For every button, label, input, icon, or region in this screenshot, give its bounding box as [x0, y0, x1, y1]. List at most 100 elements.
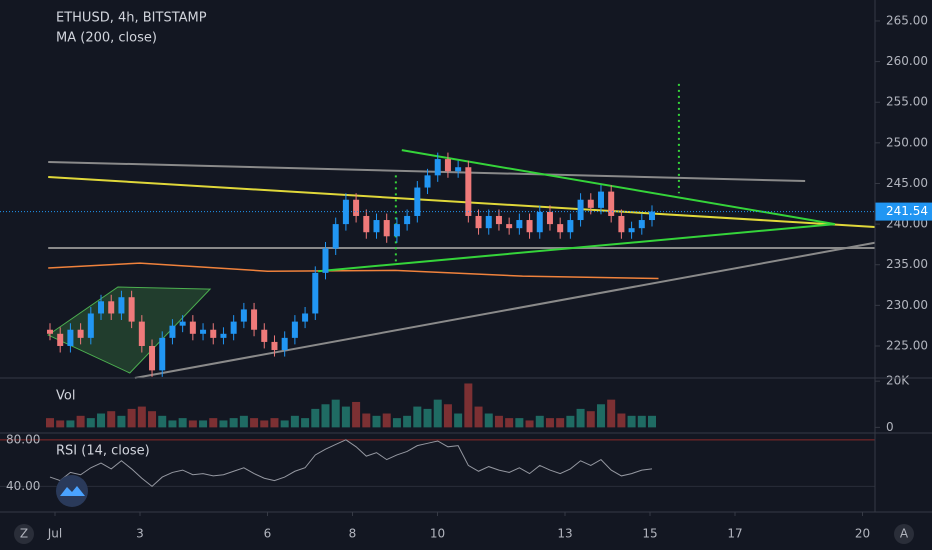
candle-body	[128, 297, 135, 322]
y-tick-label: 245.00	[886, 176, 928, 190]
candle-body	[332, 224, 339, 249]
candle-body	[261, 329, 268, 342]
x-tick-label: 13	[557, 527, 572, 541]
volume-bar	[556, 418, 565, 428]
x-tick-label: 6	[264, 527, 272, 541]
candle-body	[67, 329, 74, 346]
candle-body	[444, 159, 451, 172]
candle-body	[312, 272, 319, 314]
candle-body	[159, 337, 166, 371]
candle-body	[434, 159, 441, 176]
volume-bar	[117, 415, 126, 428]
volume-bar	[423, 408, 432, 428]
volume-bar	[250, 418, 259, 428]
rsi-label: RSI (14, close)	[56, 444, 150, 459]
y-tick-label: 255.00	[886, 95, 928, 109]
candle-body	[516, 220, 523, 229]
logo[interactable]	[56, 475, 88, 507]
chart-title: ETHUSD, 4h, BITSTAMP	[56, 11, 207, 26]
x-tick-label: 20	[855, 527, 870, 541]
candle-body	[424, 175, 431, 188]
volume-bar	[76, 415, 85, 428]
volume-bar	[46, 418, 54, 428]
volume-bar	[178, 418, 187, 428]
candle-body	[240, 309, 247, 322]
volume-bar	[311, 408, 320, 428]
volume-label: Vol	[56, 389, 75, 404]
trend-line	[317, 223, 835, 273]
candle-body	[546, 211, 553, 225]
volume-bar	[158, 415, 167, 428]
candle-body	[220, 333, 227, 338]
volume-bar	[372, 415, 381, 428]
volume-bar	[545, 418, 554, 428]
rsi-line	[49, 439, 653, 488]
y-tick-label: 0	[886, 420, 894, 434]
volume-bar	[86, 418, 95, 428]
x-tick-label: Jul	[47, 527, 62, 541]
volume-bar	[617, 413, 626, 428]
volume-bar	[97, 413, 106, 428]
volume-bar	[290, 415, 299, 428]
y-tick-label: 265.00	[886, 13, 928, 27]
ui-button-label[interactable]: Z	[20, 527, 28, 541]
last-price-label: 241.54	[886, 204, 928, 218]
volume-bar	[413, 406, 422, 428]
volume-bar	[148, 411, 157, 428]
volume-bar	[301, 418, 310, 428]
volume-bar	[168, 420, 177, 428]
volume-bar	[56, 420, 65, 428]
volume-bar	[382, 413, 391, 428]
y-tick-label: 20K	[886, 374, 910, 388]
pattern-triangle	[47, 286, 212, 374]
volume-bar	[403, 415, 412, 428]
volume-bar	[484, 413, 493, 428]
candle-body	[98, 301, 105, 314]
volume-bar	[576, 408, 585, 428]
volume-bar	[443, 404, 452, 428]
candle-body	[465, 167, 472, 216]
logo-icon[interactable]	[60, 486, 85, 496]
volume-bar	[331, 399, 340, 428]
candle-body	[414, 187, 421, 216]
last-price-box	[875, 202, 932, 221]
candle-body	[179, 321, 186, 326]
volume-bar	[188, 420, 197, 428]
volume-bar	[586, 411, 595, 428]
logo-circle[interactable]	[56, 475, 88, 507]
volume-bar	[596, 404, 605, 428]
candle-body	[87, 313, 94, 338]
candle-body	[251, 309, 258, 330]
x-tick-label: 3	[136, 527, 144, 541]
volume-bar	[637, 415, 646, 428]
volume-bar	[433, 399, 442, 428]
volume-bar	[392, 418, 401, 428]
candle-body	[638, 220, 645, 229]
volume-bar	[515, 418, 524, 428]
x-tick-label: 8	[349, 527, 357, 541]
volume-bar	[464, 383, 473, 428]
candle-body	[628, 228, 635, 233]
volume-bar	[607, 399, 616, 428]
ui-button-label[interactable]: A	[900, 527, 909, 541]
ma-label: MA (200, close)	[56, 31, 157, 46]
candle-body	[189, 321, 196, 334]
candle-body	[536, 211, 543, 233]
candle-body	[393, 224, 400, 237]
candle-body	[57, 333, 64, 346]
candle-body	[271, 341, 278, 351]
candle-body	[485, 215, 492, 229]
y-tick-label: 40.00	[6, 479, 40, 493]
ui-button[interactable]	[894, 524, 914, 544]
volume-bar	[321, 404, 330, 428]
y-tick-label: 80.00	[6, 432, 40, 446]
volume-bar	[229, 418, 238, 428]
ui-button[interactable]	[14, 524, 34, 544]
candle-body	[363, 215, 370, 233]
volume-bar	[209, 418, 218, 428]
volume-bar	[648, 415, 656, 428]
candle-body	[577, 199, 584, 221]
trend-line	[48, 175, 875, 228]
volume-bar	[270, 418, 279, 428]
